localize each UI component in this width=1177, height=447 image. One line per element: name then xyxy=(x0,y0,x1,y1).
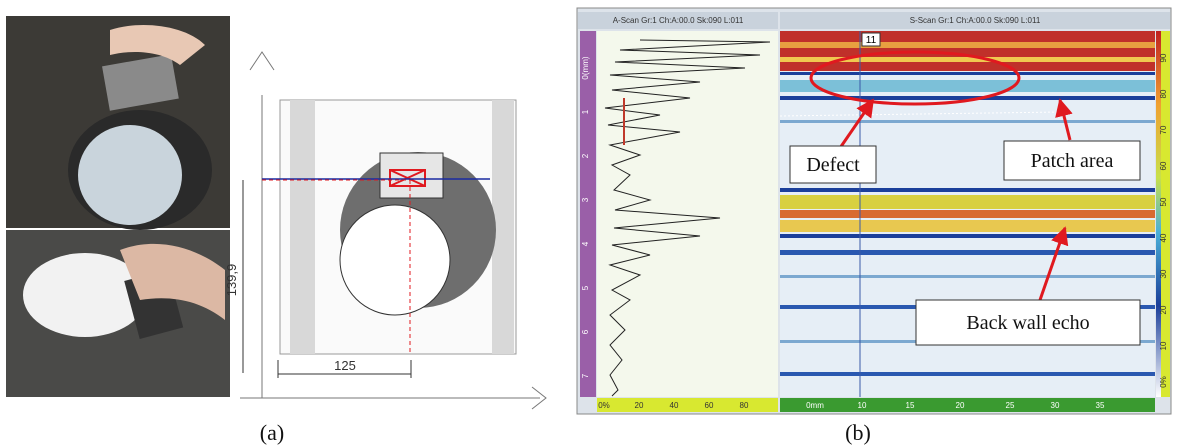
sketch xyxy=(240,52,546,409)
amplitude-tick-label: 20 xyxy=(635,401,644,410)
cursor-label: 11 xyxy=(866,35,877,46)
panel-label: (a) xyxy=(260,420,284,445)
annotation: Back wall echo xyxy=(966,312,1089,334)
color-scale-label: 90 xyxy=(1159,53,1168,62)
photo-bottom xyxy=(6,230,230,397)
color-scale-label: 30 xyxy=(1159,269,1168,278)
depth-tick-label: 4 xyxy=(581,241,590,246)
color-scale-label: 0% xyxy=(1159,376,1168,388)
color-scale-label: 60 xyxy=(1159,161,1168,170)
height-dimension: 139,9 xyxy=(224,264,239,297)
depth-tick-label: 2 xyxy=(581,153,590,158)
depth-tick-label: 0(mm) xyxy=(581,56,590,79)
amplitude-ruler xyxy=(597,398,778,412)
width-dimension: 125 xyxy=(334,358,356,373)
depth-tick-label: 1 xyxy=(581,109,590,114)
a-scan-plot xyxy=(597,31,778,397)
x-tick-label: 0mm xyxy=(806,401,824,410)
depth-tick-label: 7 xyxy=(581,373,590,378)
amplitude-tick-label: 0% xyxy=(598,401,610,410)
s-scan-title: S-Scan Gr:1 Ch:A:00.0 Sk:090 L:011 xyxy=(910,16,1041,25)
color-scale-label: 80 xyxy=(1159,89,1168,98)
depth-tick-label: 3 xyxy=(581,197,590,202)
color-scale-label: 70 xyxy=(1159,125,1168,134)
color-scale-label: 50 xyxy=(1159,197,1168,206)
depth-tick-label: 6 xyxy=(581,329,590,334)
figure: 139,9 125 (a) A-Scan Gr:1 Ch:A:00.0 Sk:0… xyxy=(0,0,1177,447)
annotation: Patch area xyxy=(1031,150,1114,172)
x-tick-label: 10 xyxy=(858,401,867,410)
x-tick-label: 15 xyxy=(906,401,915,410)
x-tick-label: 20 xyxy=(956,401,965,410)
panel-label: (b) xyxy=(845,420,871,445)
color-scale-label: 40 xyxy=(1159,233,1168,242)
x-tick-label: 25 xyxy=(1006,401,1015,410)
depth-tick-label: 5 xyxy=(581,285,590,290)
a-scan-title: A-Scan Gr:1 Ch:A:00.0 Sk:090 L:011 xyxy=(613,16,744,25)
depth-ruler xyxy=(580,31,596,397)
x-tick-label: 30 xyxy=(1051,401,1060,410)
amplitude-tick-label: 40 xyxy=(670,401,679,410)
photo-top xyxy=(6,16,230,230)
amplitude-tick-label: 60 xyxy=(705,401,714,410)
depth-tick-label: 8 xyxy=(581,417,590,422)
x-tick-label: 35 xyxy=(1096,401,1105,410)
amplitude-tick-label: 80 xyxy=(740,401,749,410)
color-scale-label: 10 xyxy=(1159,341,1168,350)
annotation: Defect xyxy=(806,154,860,176)
color-scale-label: 20 xyxy=(1159,305,1168,314)
